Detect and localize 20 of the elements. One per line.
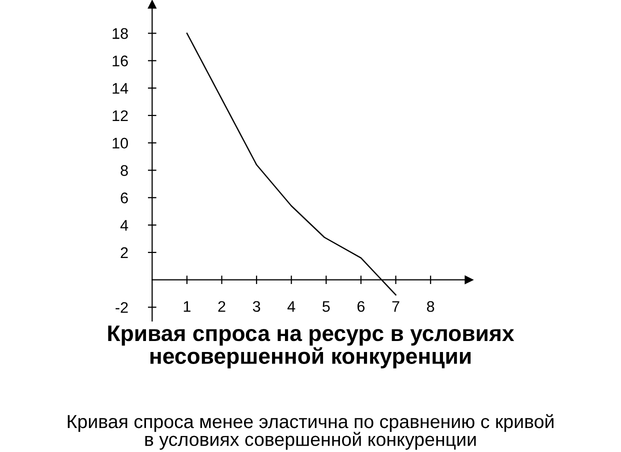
y-tick-label: 8 xyxy=(120,165,128,176)
x-tick-label: 2 xyxy=(218,301,226,312)
x-tick-label: 3 xyxy=(252,301,260,312)
y-tick-label: 12 xyxy=(112,110,128,121)
y-tick-label: 10 xyxy=(112,138,128,149)
x-tick-label: 8 xyxy=(426,301,434,312)
y-tick-label: 14 xyxy=(112,83,128,94)
text: Кривая спроса на ресурс в условиях несовершенной конкуренции xyxy=(108,326,514,368)
y-tick-label: 16 xyxy=(112,56,128,66)
y-tick-label: 18 xyxy=(112,28,128,39)
y-tick-label: -2 xyxy=(116,302,128,313)
x-tick-label: 4 xyxy=(287,301,296,312)
x-tick-label: 6 xyxy=(357,301,365,312)
y-tick-label: 4 xyxy=(120,220,128,231)
y-tick-label: 6 xyxy=(120,192,128,204)
y-tick-label: 2 xyxy=(120,247,128,258)
x-tick-label: 5 xyxy=(322,301,330,312)
text: Кривая спроса менее эластична по сравнению с кривой в условиях совершенной конкуренции xyxy=(68,414,554,450)
x-tick-label: 1 xyxy=(184,301,190,312)
x-tick-label: 7 xyxy=(392,301,400,312)
